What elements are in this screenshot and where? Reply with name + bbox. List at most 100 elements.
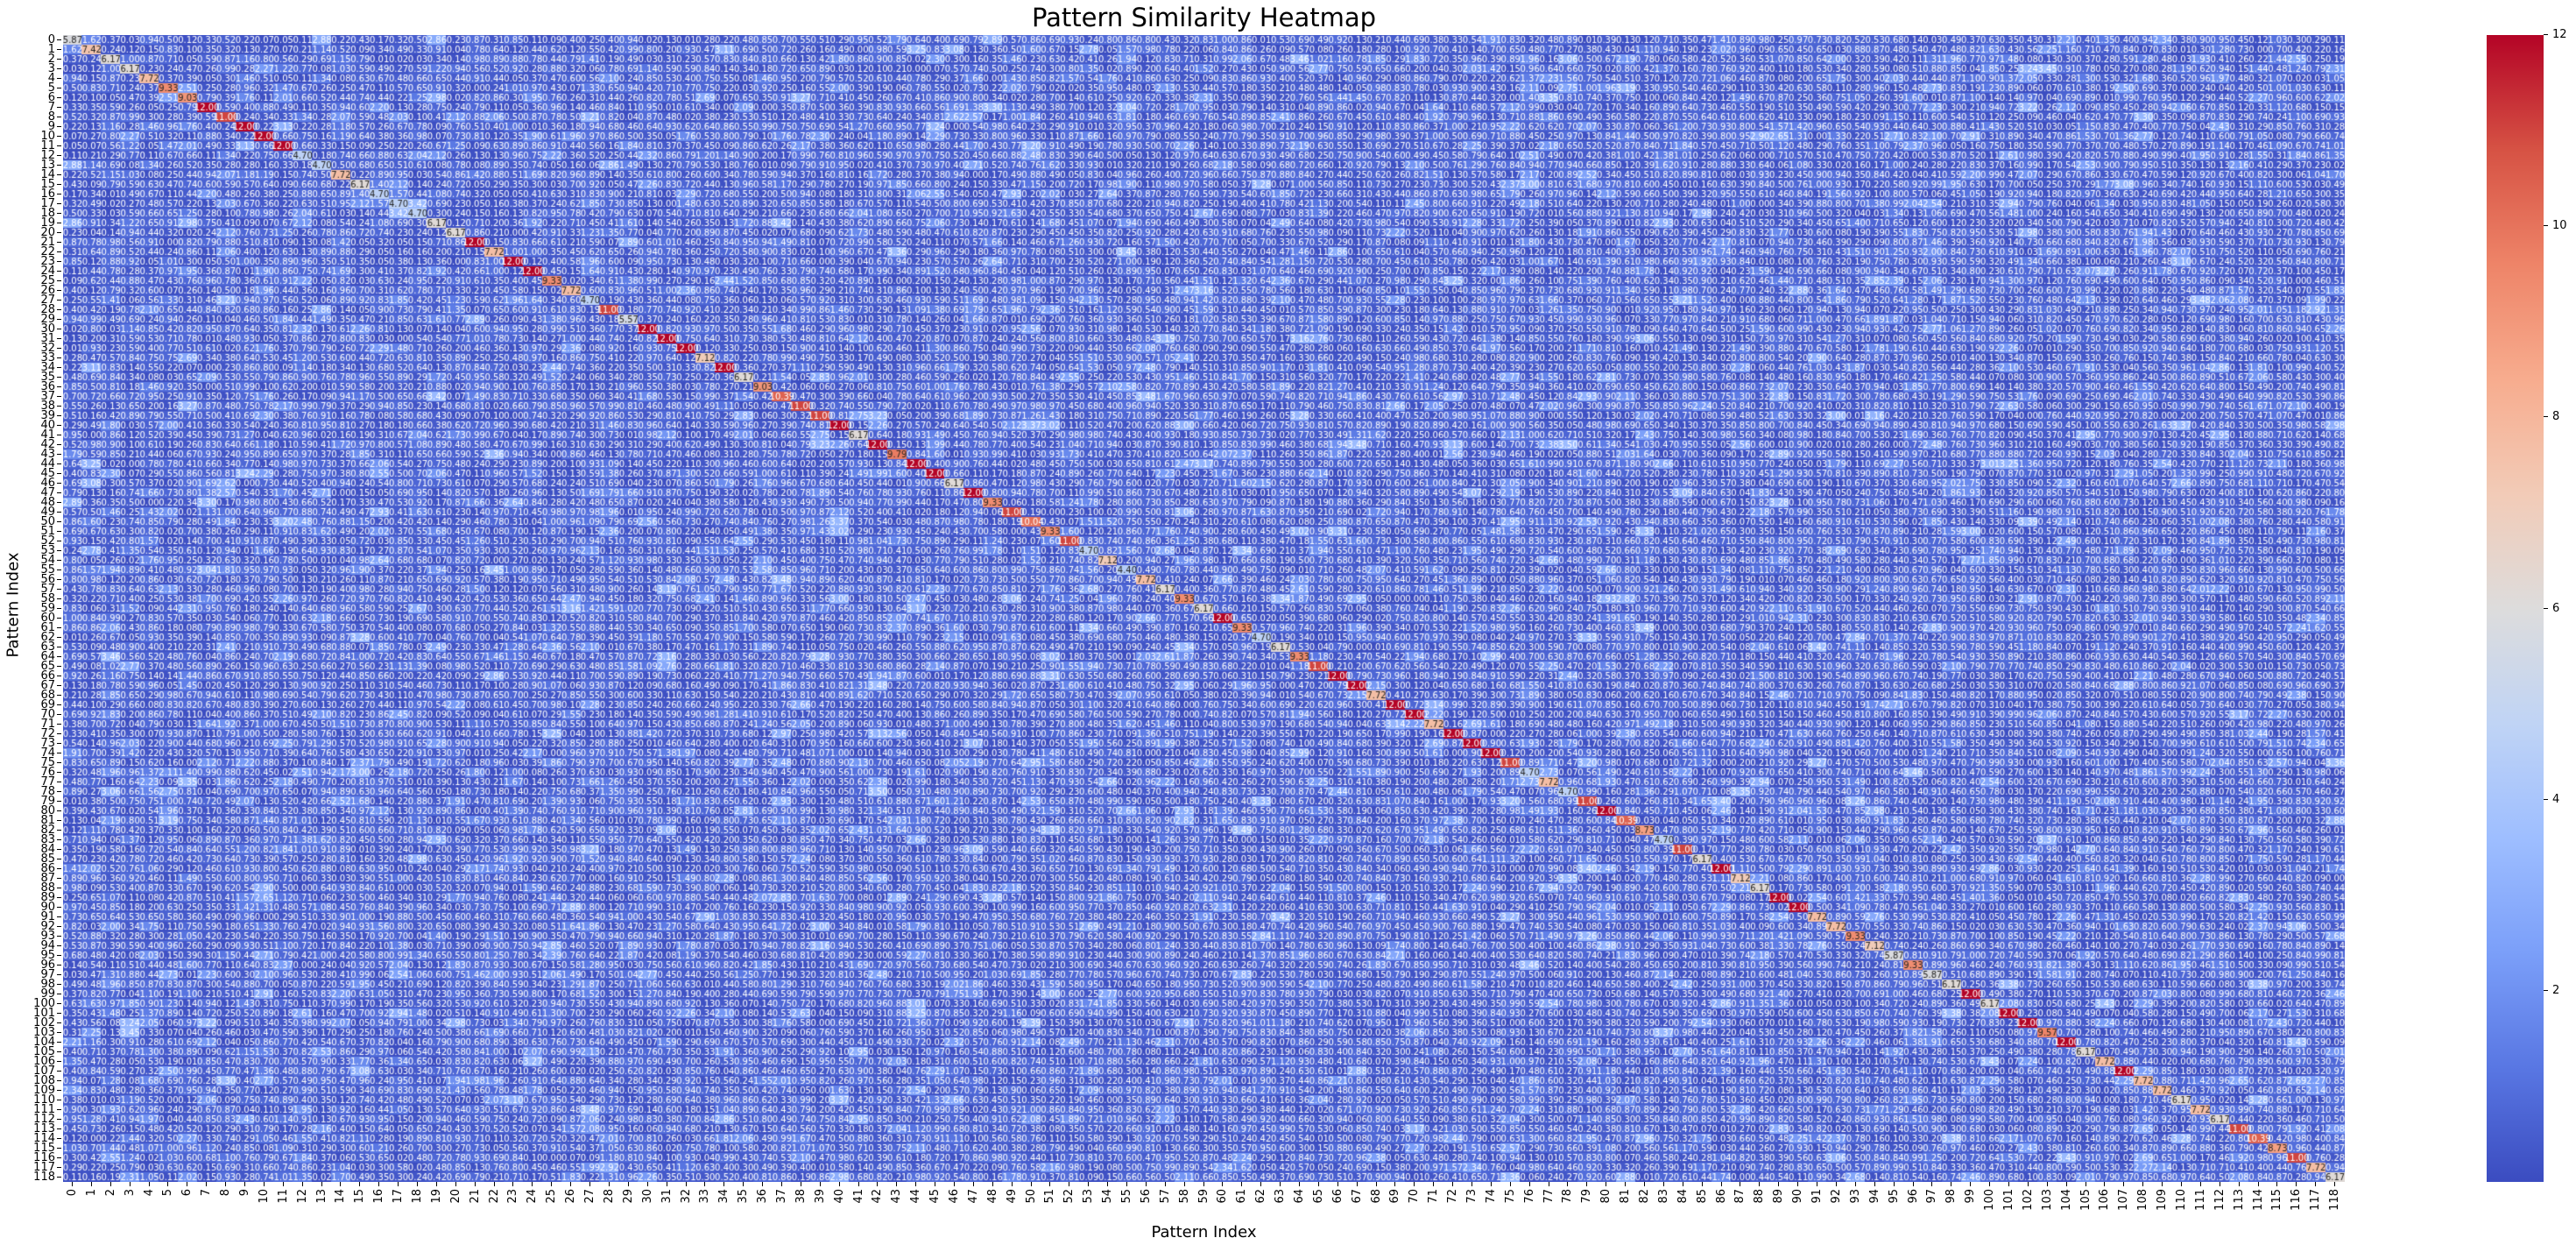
x-tick-label: 87	[1731, 1182, 1750, 1234]
x-tick-label: 81	[1616, 1182, 1635, 1234]
x-tick-label: 21	[466, 1182, 485, 1234]
x-tick-label: 63	[1271, 1182, 1290, 1234]
x-tick-label: 90	[1789, 1182, 1808, 1234]
x-tick-label: 84	[1674, 1182, 1693, 1234]
y-tick-label: 1	[48, 44, 61, 55]
x-tick-label: 68	[1367, 1182, 1387, 1234]
x-tick-label: 41	[850, 1182, 869, 1234]
x-tick-label: 46	[945, 1182, 964, 1234]
colorbar-tick-label: 8	[2544, 411, 2559, 423]
colorbar-tick-label: 6	[2544, 602, 2559, 615]
y-tick-label: 9	[48, 121, 61, 132]
x-tick-label: 36	[753, 1182, 773, 1234]
x-tick-label: 34	[715, 1182, 734, 1234]
y-tick-label: 6	[48, 92, 61, 103]
x-tick-label: 82	[1635, 1182, 1655, 1234]
x-tick-label: 22	[485, 1182, 505, 1234]
x-tick-label: 86	[1712, 1182, 1732, 1234]
x-tick-label: 19	[427, 1182, 447, 1234]
x-tick-label: 92	[1827, 1182, 1846, 1234]
x-tick-label: 83	[1655, 1182, 1674, 1234]
x-tick-label: 104	[2057, 1182, 2077, 1234]
x-tick-label: 45	[926, 1182, 945, 1234]
x-tick-label: 12	[293, 1182, 313, 1234]
y-tick-label: 4	[48, 73, 61, 84]
x-tick-label: 73	[1463, 1182, 1482, 1234]
x-tick-label: 24	[523, 1182, 542, 1234]
x-tick-label: 110	[2172, 1182, 2191, 1234]
x-tick-label: 56	[1137, 1182, 1156, 1234]
x-tick-label: 118	[2325, 1182, 2345, 1234]
x-tick-label: 49	[1003, 1182, 1022, 1234]
x-tick-label: 20	[447, 1182, 466, 1234]
x-tick-label: 99	[1961, 1182, 1980, 1234]
x-tick-label: 33	[695, 1182, 715, 1234]
x-tick-label: 67	[1348, 1182, 1367, 1234]
x-tick-label: 55	[1118, 1182, 1137, 1234]
x-tick-label: 76	[1521, 1182, 1540, 1234]
x-tick-label: 8	[216, 1182, 236, 1234]
x-tick-label: 14	[331, 1182, 350, 1234]
x-tick-label: 23	[504, 1182, 523, 1234]
x-tick-label: 112	[2211, 1182, 2230, 1234]
x-tick-label: 97	[1923, 1182, 1942, 1234]
x-tick-label: 85	[1693, 1182, 1712, 1234]
colorbar: 2 4 6 8 10 12	[2487, 29, 2567, 1182]
x-tick-label: 60	[1213, 1182, 1232, 1234]
x-tick-label: 35	[734, 1182, 753, 1234]
y-tick-label: 8	[48, 111, 61, 123]
x-tick-label: 31	[658, 1182, 677, 1234]
x-tick-label: 114	[2249, 1182, 2269, 1234]
x-tick-label: 61	[1232, 1182, 1252, 1234]
x-tick-label: 64	[1290, 1182, 1309, 1234]
x-tick-label: 57	[1156, 1182, 1175, 1234]
x-tick-label: 75	[1501, 1182, 1521, 1234]
x-tick-label: 3	[121, 1182, 140, 1234]
x-tick-label: 15	[350, 1182, 370, 1234]
x-tick-label: 107	[2114, 1182, 2134, 1234]
x-tick-label: 71	[1424, 1182, 1443, 1234]
y-tick-label: 5	[48, 82, 61, 94]
x-tick-label: 66	[1329, 1182, 1348, 1234]
x-tick-label: 9	[236, 1182, 255, 1234]
x-tick-label: 39	[811, 1182, 830, 1234]
x-tick-label: 25	[542, 1182, 561, 1234]
x-tick-label: 17	[389, 1182, 408, 1234]
x-tick-label: 48	[984, 1182, 1003, 1234]
x-tick-label: 2	[102, 1182, 121, 1234]
x-tick-label: 111	[2191, 1182, 2211, 1234]
y-axis-label: Pattern Index	[4, 552, 23, 658]
x-tick-label: 4	[140, 1182, 159, 1234]
x-tick-label: 18	[408, 1182, 427, 1234]
x-tick-label: 32	[677, 1182, 696, 1234]
x-tick-label: 44	[907, 1182, 926, 1234]
x-tick-label: 108	[2134, 1182, 2153, 1234]
colorbar-tick-label: 2	[2544, 984, 2559, 997]
x-tick-label: 40	[830, 1182, 850, 1234]
x-tick-label: 74	[1482, 1182, 1501, 1234]
x-tick-label: 7	[197, 1182, 216, 1234]
x-tick-label: 13	[313, 1182, 332, 1234]
x-tick-label: 42	[868, 1182, 887, 1234]
y-tick-label: 118	[33, 1171, 61, 1183]
x-tick-label: 103	[2038, 1182, 2057, 1234]
y-tick-label: 7	[48, 102, 61, 113]
x-tick-label: 59	[1195, 1182, 1214, 1234]
x-tick-label: 94	[1866, 1182, 1885, 1234]
x-tick-label: 52	[1060, 1182, 1079, 1234]
x-tick-label: 72	[1443, 1182, 1463, 1234]
x-tick-label: 11	[274, 1182, 293, 1234]
x-tick-label: 106	[2095, 1182, 2114, 1234]
colorbar-tick-label: 10	[2544, 220, 2567, 232]
x-tick-label: 79	[1577, 1182, 1597, 1234]
x-tick-label: 89	[1769, 1182, 1789, 1234]
x-tick-label: 100	[1980, 1182, 2000, 1234]
y-tick-label: 2	[48, 53, 61, 65]
x-tick-label: 109	[2153, 1182, 2172, 1234]
x-tick-label: 96	[1904, 1182, 1923, 1234]
x-tick-label: 29	[619, 1182, 639, 1234]
x-tick-label: 115	[2268, 1182, 2287, 1234]
x-tick-label: 113	[2230, 1182, 2249, 1234]
x-tick-label: 30	[639, 1182, 658, 1234]
x-tick-label: 28	[600, 1182, 619, 1234]
